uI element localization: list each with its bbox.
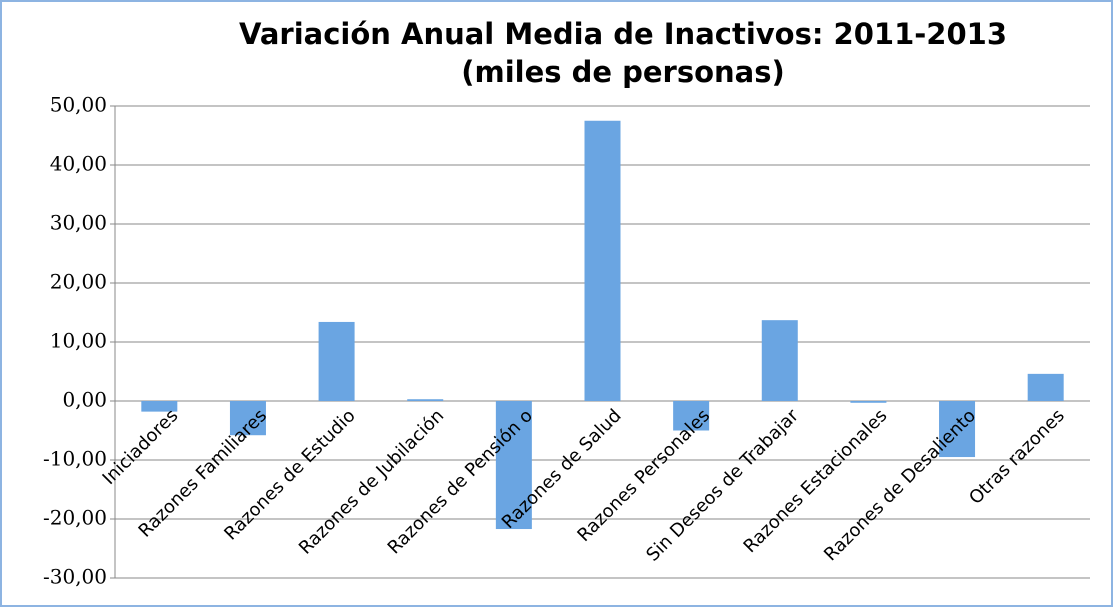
bar: [584, 120, 621, 401]
y-tick-label: -30,00: [43, 565, 107, 589]
y-tick-label: 10,00: [50, 329, 107, 353]
y-tick-label: 30,00: [50, 211, 107, 235]
bar: [761, 320, 798, 401]
bar: [939, 401, 976, 458]
y-tick-label: 50,00: [50, 93, 107, 117]
y-tick-label: 40,00: [50, 152, 107, 176]
bar: [1027, 373, 1064, 401]
y-tick-label: -20,00: [43, 506, 107, 530]
y-tick-label: 20,00: [50, 270, 107, 294]
bar: [229, 401, 266, 436]
bar: [407, 399, 444, 401]
y-tick-label: -10,00: [43, 447, 107, 471]
chart-subtitle: (miles de personas): [461, 55, 785, 89]
bar: [673, 401, 710, 431]
y-tick-label: 0,00: [62, 388, 107, 412]
bar: [318, 321, 355, 401]
bar: [495, 401, 532, 530]
chart-title: Variación Anual Media de Inactivos: 2011…: [239, 17, 1007, 51]
bar: [850, 401, 887, 403]
bar: [141, 401, 178, 412]
